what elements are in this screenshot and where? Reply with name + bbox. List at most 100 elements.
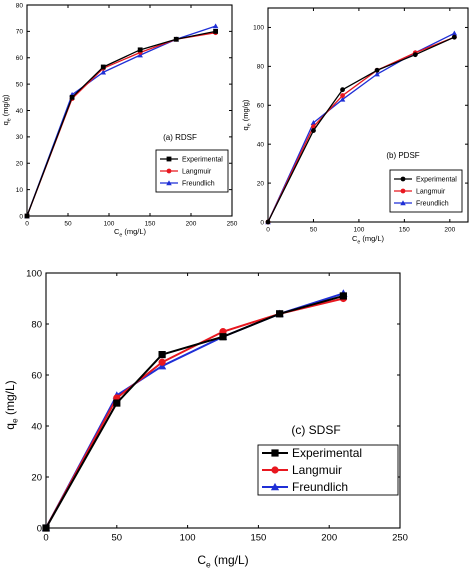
x-tick-label: 200 — [186, 221, 197, 228]
data-point-experimental — [173, 36, 179, 42]
plot-frame — [45, 272, 401, 529]
y-tick-label: 0 — [19, 213, 23, 220]
x-tick-label: 100 — [104, 221, 115, 228]
chart-title: (a) RDSF — [163, 133, 197, 142]
data-point-experimental — [412, 52, 418, 58]
y-tick-label: 20 — [16, 161, 24, 168]
y-axis-label: qe (mg/L) — [3, 380, 20, 429]
data-point-freundlich — [451, 30, 458, 36]
y-tick-label: 0 — [37, 523, 42, 534]
y-tick-label: 80 — [31, 319, 42, 330]
y-tick-label: 60 — [16, 55, 24, 62]
y-tick-label: 30 — [16, 134, 24, 141]
legend-label: Langmuir — [292, 463, 342, 477]
legend-label: Langmuir — [182, 168, 212, 175]
data-point-experimental — [339, 292, 347, 300]
x-tick-label: 50 — [112, 533, 123, 544]
data-point-experimental — [69, 94, 75, 100]
series-line-freundlich — [26, 25, 216, 217]
chart-title: (b) PDSF — [386, 151, 419, 160]
legend-label: Freundlich — [416, 200, 449, 207]
y-tick-label: 50 — [16, 81, 24, 88]
x-tick-label: 50 — [64, 221, 72, 228]
x-tick-label: 150 — [250, 533, 266, 544]
data-point-experimental — [100, 64, 106, 70]
legend-label: Experimental — [182, 156, 223, 163]
legend-marker — [270, 482, 280, 491]
series-line-experimental — [45, 294, 344, 529]
legend-marker — [166, 156, 172, 162]
y-tick-label: 0 — [260, 219, 264, 226]
y-tick-label: 20 — [31, 472, 42, 483]
x-tick-label: 250 — [227, 221, 238, 228]
y-tick-label: 80 — [257, 64, 265, 71]
data-point-experimental — [340, 87, 345, 93]
legend-marker — [271, 466, 279, 474]
data-point-langmuir — [158, 358, 166, 366]
legend-marker — [271, 449, 279, 457]
y-tick-label: 100 — [253, 25, 264, 32]
y-tick-label: 20 — [257, 180, 265, 187]
x-axis-label: Ce (mg/L) — [114, 227, 147, 238]
chart-title: (c) SDSF — [291, 423, 340, 437]
series-line-langmuir — [267, 36, 455, 223]
x-axis-label: Ce (mg/L) — [352, 234, 385, 245]
x-tick-label: 0 — [43, 533, 48, 544]
data-point-experimental — [265, 219, 271, 225]
legend-marker — [400, 188, 406, 194]
data-point-freundlich — [310, 120, 317, 125]
y-tick-label: 60 — [31, 370, 42, 381]
x-axis-label: Ce (mg/L) — [197, 553, 248, 570]
data-point-experimental — [311, 128, 316, 133]
x-tick-label: 200 — [321, 533, 337, 544]
data-point-experimental — [374, 67, 380, 73]
legend-marker — [400, 200, 406, 206]
y-tick-label: 70 — [16, 29, 24, 36]
x-tick-label: 100 — [180, 533, 196, 544]
x-tick-label: 200 — [444, 227, 455, 234]
y-axis-label: qe (mg/g) — [241, 99, 252, 130]
data-point-experimental — [42, 524, 50, 532]
x-tick-label: 0 — [266, 227, 270, 234]
data-point-experimental — [113, 399, 121, 407]
x-tick-label: 250 — [392, 533, 408, 544]
data-point-experimental — [158, 351, 166, 359]
y-axis-label: qe (mg/g) — [1, 94, 12, 125]
y-tick-label: 80 — [16, 2, 24, 9]
y-tick-label: 40 — [31, 421, 42, 432]
legend-label: Experimental — [292, 446, 362, 460]
data-point-freundlich — [100, 69, 107, 75]
data-point-experimental — [213, 28, 218, 34]
x-tick-label: 150 — [399, 227, 410, 234]
legend-label: Freundlich — [182, 180, 215, 187]
legend-label: Freundlich — [292, 480, 348, 494]
data-point-experimental — [451, 34, 457, 40]
legend-label: Langmuir — [416, 188, 446, 195]
data-point-experimental — [219, 333, 227, 341]
data-point-experimental — [276, 310, 284, 318]
legend-label: Experimental — [416, 176, 457, 183]
x-tick-label: 150 — [145, 221, 156, 228]
y-tick-label: 100 — [26, 268, 42, 279]
data-point-freundlich — [374, 71, 380, 77]
data-point-freundlich — [212, 23, 219, 29]
data-point-experimental — [137, 47, 143, 53]
data-point-freundlich — [339, 96, 346, 102]
y-tick-label: 40 — [257, 141, 265, 148]
x-tick-label: 50 — [310, 227, 318, 234]
plot-frame — [267, 7, 469, 223]
series-line-experimental — [26, 30, 216, 217]
data-point-langmuir — [340, 93, 345, 98]
data-point-experimental — [24, 213, 30, 219]
x-tick-label: 0 — [25, 221, 29, 228]
legend-marker — [400, 176, 406, 182]
y-tick-label: 10 — [16, 187, 24, 194]
legend-marker — [166, 180, 172, 186]
series-line-experimental — [267, 36, 455, 223]
y-tick-label: 40 — [16, 108, 24, 115]
chart-panel-0: 0 50 100 150 200 250 0 10 20 30 40 50 60 70 80 Ce (mg/L… — [1, 2, 238, 238]
y-tick-label: 60 — [257, 103, 265, 110]
